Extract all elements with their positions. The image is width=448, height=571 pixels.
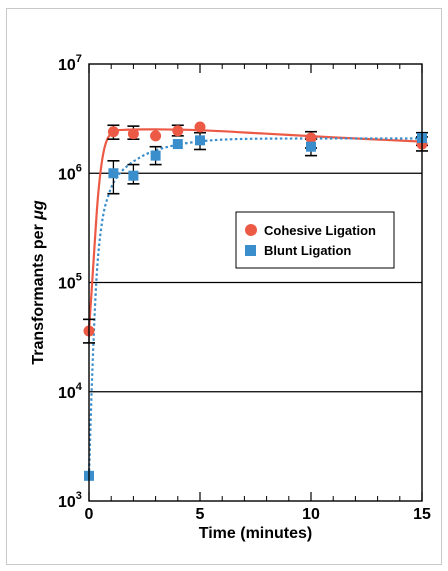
blunt-data-point	[108, 168, 119, 179]
legend-square-marker	[245, 245, 256, 256]
y-tick-label: 103	[58, 490, 82, 511]
y-tick-exponent: 7	[76, 53, 82, 65]
blunt-data-point	[128, 170, 139, 181]
x-tick-label: 0	[85, 506, 94, 523]
legend-circle-marker	[245, 224, 257, 236]
y-tick-base: 10	[58, 166, 76, 183]
y-tick-base: 10	[58, 385, 76, 402]
fit-curves	[87, 128, 423, 476]
x-tick-label: 10	[302, 506, 320, 523]
y-axis-title: Transformants per μg	[30, 200, 47, 365]
cohesive-data-point	[305, 132, 317, 144]
y-axis-title-text: Transformants per	[30, 220, 47, 365]
gridlines	[89, 172, 422, 393]
legend-box	[235, 211, 395, 269]
cohesive-fit-curve	[87, 128, 423, 332]
cohesive-data-point	[127, 128, 139, 140]
legend-label-cohesive: Cohesive Ligation	[264, 223, 376, 238]
x-axis-title: Time (minutes)	[199, 525, 313, 542]
data-points	[83, 121, 428, 481]
blunt-data-point	[195, 135, 205, 146]
cohesive-data-point	[150, 130, 162, 142]
cohesive-data-point	[172, 125, 184, 137]
plot-area-border	[88, 63, 423, 502]
y-tick-exponent: 4	[76, 381, 83, 393]
blunt-fit-curve	[87, 137, 423, 476]
y-tick-exponent: 5	[76, 272, 82, 284]
x-tick-label: 5	[196, 506, 205, 523]
blunt-data-point	[172, 139, 183, 150]
y-tick-base: 10	[58, 57, 76, 74]
cohesive-data-point	[194, 121, 206, 133]
legend-label-blunt: Blunt Ligation	[264, 243, 351, 258]
cohesive-data-point	[107, 126, 119, 138]
y-tick-base: 10	[58, 494, 76, 511]
legend: Cohesive Ligation Blunt Ligation	[235, 211, 395, 269]
y-tick-exponent: 3	[76, 490, 82, 502]
y-tick-label: 107	[58, 53, 82, 74]
y-axis-title-unit: μg	[30, 200, 47, 221]
blunt-data-point	[150, 150, 161, 161]
x-tick-label: 15	[413, 506, 431, 523]
blunt-data-point	[306, 141, 316, 152]
y-tick-label: 106	[58, 162, 82, 183]
y-tick-label: 105	[58, 272, 82, 293]
y-tick-base: 10	[58, 276, 76, 293]
y-tick-label: 104	[58, 381, 83, 402]
chart-frame	[6, 8, 442, 565]
y-tick-exponent: 6	[76, 162, 82, 174]
axis-ticks	[88, 64, 423, 501]
